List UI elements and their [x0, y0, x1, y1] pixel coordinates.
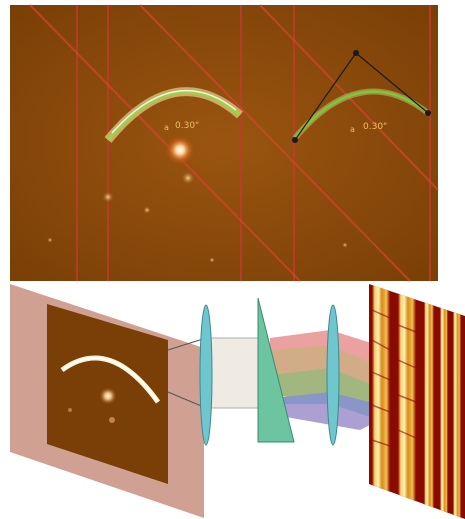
- detector-spectra: [369, 284, 465, 519]
- right-lensed-arc: [292, 88, 430, 140]
- collimator-lens: [199, 304, 213, 446]
- control-point-right: [425, 110, 431, 116]
- beam-lines: [167, 337, 207, 409]
- spectrograph-schematic: [10, 284, 465, 519]
- camera-lens: [326, 304, 340, 446]
- right-arc-scale-label: 0.30": [363, 122, 387, 132]
- control-point-top: [353, 50, 359, 56]
- right-arc-prefix: a: [350, 125, 355, 134]
- left-arc-scale-label: 0.30": [175, 121, 199, 131]
- sky-background: [10, 5, 438, 281]
- collimated-beam: [205, 337, 263, 409]
- inset-lensing-image: [47, 304, 168, 484]
- bezier-control-polygon: [292, 50, 431, 143]
- left-lensed-arc: [104, 87, 243, 143]
- diagonal-spike-lines: [29, 4, 439, 282]
- lensing-image-panel: a 0.30" a 0.30": [10, 4, 439, 282]
- left-arc-prefix: a: [164, 123, 169, 132]
- dispersing-prism: [257, 297, 295, 443]
- vertical-slit-lines: [76, 5, 431, 281]
- field-sources: [47, 171, 348, 263]
- central-galaxy: [164, 134, 196, 166]
- control-point-left: [292, 137, 298, 143]
